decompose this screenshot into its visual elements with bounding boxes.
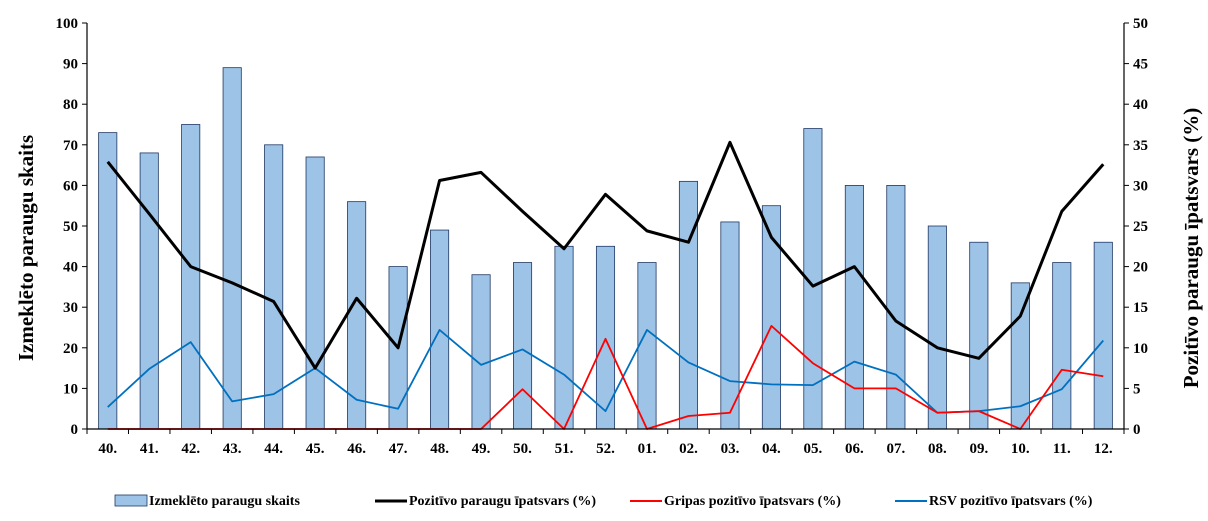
x-tick-label: 42. xyxy=(181,441,200,457)
legend-label: Izmeklēto paraugu skaits xyxy=(149,494,300,509)
bar xyxy=(595,245,616,430)
bar xyxy=(554,245,574,430)
y-axis-right-title: Pozitīvo paraugu īpatsvars (%) xyxy=(1179,108,1203,389)
bar xyxy=(844,184,864,430)
x-tick-label: 47. xyxy=(389,441,408,457)
x-tick-label: 41. xyxy=(140,441,159,457)
y-right-tick-label: 50 xyxy=(1133,16,1148,32)
axes xyxy=(82,22,1129,434)
y-right-tick-label: 15 xyxy=(1133,300,1148,316)
y-right-tick-label: 5 xyxy=(1133,381,1141,397)
x-tick-label: 40. xyxy=(98,441,117,457)
legend-item: RSV pozitīvo īpatsvars (%) xyxy=(895,494,1093,509)
x-tick-label: 02. xyxy=(679,441,698,457)
legend-item: Pozitīvo paraugu īpatsvars (%) xyxy=(375,494,596,509)
y-left-tick-label: 40 xyxy=(63,260,78,276)
legend-item: Gripas pozitīvo īpatsvars (%) xyxy=(630,494,841,509)
y-left-tick-label: 10 xyxy=(63,381,78,397)
x-tick-label: 48. xyxy=(430,441,449,457)
bar xyxy=(969,241,989,430)
bar xyxy=(513,262,533,430)
x-tick-label: 12. xyxy=(1094,441,1113,457)
x-tick-label: 07. xyxy=(886,441,905,457)
x-axis-ticks: 40. 41. 42. 43. 44. 45. 46. 47. 48. 49. 50. 51. 52. 0… xyxy=(98,441,1113,457)
x-tick-label: 46. xyxy=(347,441,366,457)
bar xyxy=(181,124,201,430)
y-right-tick-label: 10 xyxy=(1133,341,1148,357)
x-tick-label: 45. xyxy=(306,441,325,457)
y-right-tick-label: 30 xyxy=(1133,178,1148,194)
left-axis-ticks: 0 10 20 30 40 50 60 70 80 90 100 xyxy=(56,16,79,438)
y-right-tick-label: 40 xyxy=(1133,97,1148,113)
bar xyxy=(222,67,242,430)
y-left-tick-label: 20 xyxy=(63,341,78,357)
bar xyxy=(637,262,657,430)
x-tick-label: 08. xyxy=(928,441,947,457)
bar-series xyxy=(98,67,1113,430)
legend-swatch xyxy=(114,494,148,507)
x-tick-label: 52. xyxy=(596,441,615,457)
legend-label: Gripas pozitīvo īpatsvars (%) xyxy=(664,494,841,509)
y-right-tick-label: 20 xyxy=(1133,260,1148,276)
x-tick-label: 01. xyxy=(638,441,657,457)
legend-item: Izmeklēto paraugu skaits xyxy=(114,494,300,509)
y-left-tick-label: 30 xyxy=(63,300,78,316)
bar xyxy=(305,156,325,430)
x-tick-label: 50. xyxy=(513,441,532,457)
x-tick-label: 43. xyxy=(223,441,242,457)
right-axis-ticks: 0 5 10 15 20 25 30 35 40 45 50 xyxy=(1133,16,1148,438)
x-tick-label: 06. xyxy=(845,441,864,457)
x-tick-label: 11. xyxy=(1053,441,1071,457)
y-right-tick-label: 45 xyxy=(1133,57,1148,73)
y-right-tick-label: 0 xyxy=(1133,422,1141,438)
y-left-tick-label: 70 xyxy=(63,138,78,154)
y-left-tick-label: 0 xyxy=(71,422,79,438)
y-left-tick-label: 50 xyxy=(63,219,78,235)
legend: Izmeklēto paraugu skaits Pozitīvo paraugu… xyxy=(114,494,1093,509)
x-tick-label: 04. xyxy=(762,441,781,457)
y-left-tick-label: 60 xyxy=(63,178,78,194)
line-positive-share xyxy=(106,140,1105,370)
x-tick-label: 51. xyxy=(555,441,574,457)
x-tick-label: 03. xyxy=(721,441,740,457)
bar xyxy=(1052,262,1072,430)
x-tick-label: 44. xyxy=(264,441,283,457)
legend-label: RSV pozitīvo īpatsvars (%) xyxy=(929,494,1093,509)
y-left-tick-label: 100 xyxy=(56,16,79,32)
bar xyxy=(1093,241,1113,430)
bar xyxy=(98,132,118,430)
bar xyxy=(678,180,698,430)
bar xyxy=(927,225,947,430)
bar xyxy=(264,144,284,430)
y-left-tick-label: 90 xyxy=(63,57,78,73)
x-tick-label: 49. xyxy=(472,441,491,457)
legend-label: Pozitīvo paraugu īpatsvars (%) xyxy=(409,494,596,509)
y-right-tick-label: 35 xyxy=(1133,138,1148,154)
x-tick-label: 09. xyxy=(969,441,988,457)
y-axis-left-title: Izmeklēto paraugu skaits xyxy=(14,135,38,361)
bar xyxy=(471,274,491,430)
y-right-tick-label: 25 xyxy=(1133,219,1148,235)
bar xyxy=(139,152,159,430)
y-left-tick-label: 80 xyxy=(63,97,78,113)
x-tick-label: 05. xyxy=(804,441,823,457)
x-tick-label: 10. xyxy=(1011,441,1030,457)
